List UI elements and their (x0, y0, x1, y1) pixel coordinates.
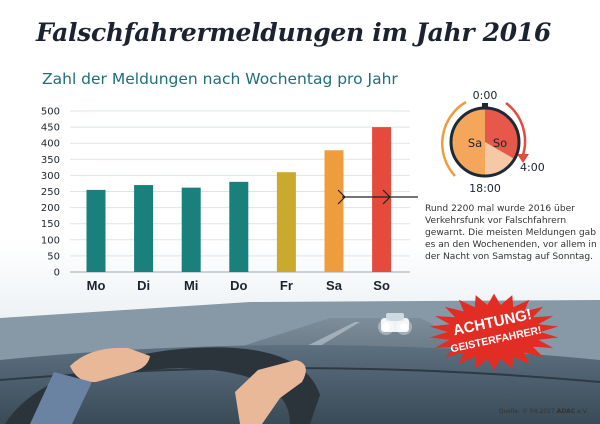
source-suffix: e.V. (577, 408, 588, 415)
warning-badge: ACHTUNG! GEISTERFAHRER! (429, 293, 559, 371)
y-tick-label: 400 (41, 139, 60, 150)
y-tick-label: 200 (41, 203, 60, 214)
bar-mo (86, 189, 106, 272)
clock-label-0400: 4:00 (520, 161, 545, 174)
x-label-mo: Mo (87, 278, 106, 293)
chart-subtitle: Zahl der Meldungen nach Wochentag pro Ja… (42, 70, 398, 88)
source-credit: Quelle: © 04.2017 ADAC e.V. (499, 408, 588, 415)
sleeve-left (30, 372, 92, 424)
bar-so (372, 127, 392, 272)
saturday-arc (441, 100, 467, 177)
x-label-so: So (373, 278, 390, 293)
sunday-arc (505, 102, 527, 159)
clock-diagram: 0:00 4:00 18:00 Sa So (441, 89, 545, 195)
page-title: Falschfahrermeldungen im Jahr 2016 (36, 18, 551, 47)
clock-label-0000: 0:00 (473, 89, 498, 102)
clock-label-sa: Sa (468, 136, 482, 150)
callout-lines (337, 189, 418, 205)
y-tick-label: 50 (47, 251, 60, 262)
y-tick-label: 150 (41, 219, 60, 230)
bar-di (134, 185, 154, 272)
explanation-note: Rund 2200 mal wurde 2016 über Verkehrsfu… (425, 204, 597, 262)
hand-left (70, 347, 150, 383)
x-label-do: Do (230, 278, 247, 293)
x-axis-labels: Mo Di Mi Do Fr Sa So (87, 278, 390, 293)
clock-label-so: So (493, 136, 507, 150)
bar-mi (181, 187, 201, 272)
steering-wheel (5, 347, 320, 424)
bar-chart: 0 50 100 150 200 250 300 350 400 450 500 Mo Di Mi Do F… (41, 107, 410, 293)
x-label-di: Di (137, 278, 150, 293)
y-tick-label: 300 (41, 171, 60, 182)
y-axis-ticks: 0 50 100 150 200 250 300 350 400 450 500 (41, 107, 60, 279)
clock-label-1800: 18:00 (469, 182, 501, 195)
bar-fr (276, 172, 296, 272)
source-org: ADAC (556, 408, 576, 415)
bars (86, 127, 392, 272)
x-label-sa: Sa (326, 278, 343, 293)
y-tick-label: 0 (54, 268, 60, 279)
bar-do (229, 181, 249, 272)
clock-saturday-segment (451, 108, 485, 176)
source-prefix: Quelle: © 04.2017 (498, 408, 555, 415)
clock-crown (482, 103, 488, 108)
y-tick-label: 250 (41, 187, 60, 198)
warning-star-shape (429, 293, 559, 371)
y-tick-label: 500 (41, 107, 60, 118)
y-tick-label: 100 (41, 235, 60, 246)
hand-right (235, 360, 306, 424)
y-tick-label: 450 (41, 123, 60, 134)
y-tick-label: 350 (41, 155, 60, 166)
x-label-mi: Mi (184, 278, 198, 293)
bar-sa (324, 150, 344, 272)
oncoming-car-icon (378, 313, 412, 335)
arrow-head-icon (517, 154, 529, 163)
x-label-fr: Fr (280, 278, 293, 293)
